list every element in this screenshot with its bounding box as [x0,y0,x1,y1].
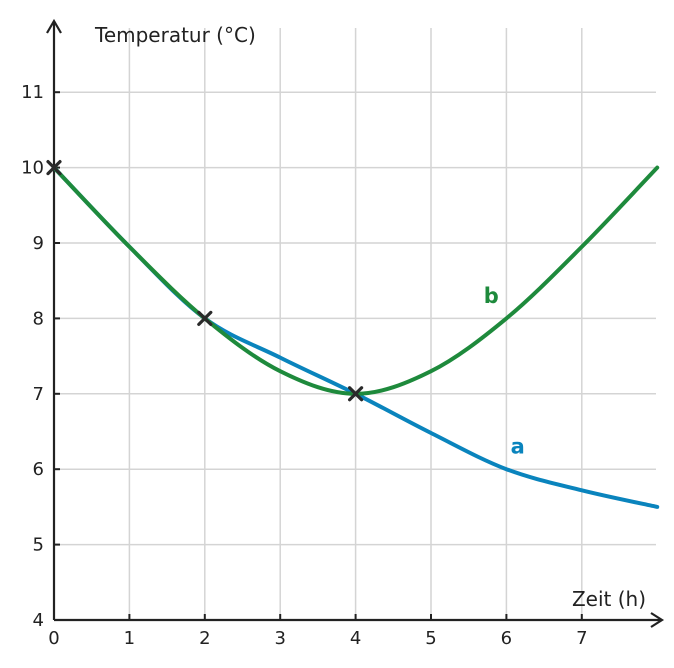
x-tick-label: 7 [576,628,587,649]
markers [46,160,364,402]
x-tick-label: 4 [350,628,361,649]
grid [54,28,656,620]
x-tick-label: 1 [124,628,135,649]
cross-marker [197,310,213,326]
y-tick-label: 7 [33,384,44,405]
x-tick-label: 5 [425,628,436,649]
y-axis-label: Temperatur (°C) [94,23,256,47]
x-tick-label: 2 [199,628,210,649]
series-label-b: b [484,284,499,308]
x-axis-arrow [650,612,665,628]
y-tick-label: 8 [33,308,44,329]
y-tick-label: 10 [21,158,44,179]
y-tick-label: 4 [33,610,44,631]
labels: Temperatur (°C) Zeit (h) a b [94,23,646,611]
y-tick-label: 11 [21,82,44,103]
x-axis-label: Zeit (h) [572,587,646,611]
ticks: 0 1 2 3 4 5 6 7 4 5 6 7 8 9 10 11 [21,82,587,649]
y-tick-label: 9 [33,233,44,254]
x-tick-label: 0 [48,628,59,649]
y-tick-label: 6 [33,459,44,480]
cross-marker [46,160,62,176]
series-label-a: a [511,435,525,459]
cross-marker [348,386,364,402]
y-tick-label: 5 [33,535,44,556]
x-tick-label: 3 [274,628,285,649]
x-tick-label: 6 [501,628,512,649]
y-axis-arrow [46,18,62,34]
axes [46,18,665,628]
